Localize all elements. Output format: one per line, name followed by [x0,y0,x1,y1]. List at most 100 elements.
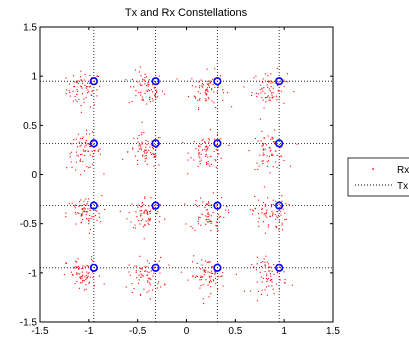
rx-point [144,83,146,85]
rx-point [207,284,209,286]
rx-point [83,98,85,100]
rx-point [202,138,204,140]
rx-point [276,154,278,156]
rx-point [76,100,78,103]
rx-point [215,166,217,168]
rx-point [203,269,206,271]
rx-point [256,256,258,258]
rx-point [80,137,82,139]
rx-point [80,86,83,88]
rx-point [82,136,84,138]
rx-point [261,212,263,214]
rx-point [201,276,203,278]
rx-point [156,91,158,93]
rx-point [266,294,268,296]
rx-point [153,272,155,274]
x-tick-label: 0.5 [228,326,242,337]
rx-point [164,218,166,220]
rx-point [256,162,258,164]
rx-point [275,161,277,163]
rx-point [69,83,71,85]
rx-point [270,275,272,277]
rx-point [141,84,143,86]
rx-point [72,100,75,102]
x-tick-label: -1 [84,326,93,337]
rx-point [257,93,259,95]
rx-point [69,95,71,97]
rx-point [210,281,212,283]
rx-point [254,195,256,198]
rx-point [217,218,219,220]
rx-point [266,216,268,218]
rx-point [89,82,91,84]
rx-point [264,261,266,263]
rx-point [96,210,98,212]
rx-point [88,198,90,200]
rx-point [98,216,101,218]
rx-point [215,225,217,227]
rx-point [122,158,124,160]
rx-point [195,275,197,277]
rx-point [263,87,265,89]
axis-ticks: -1.5 -1 -0.5 0 0.5 1 1.5 -1.5 -1 -0.5 0 0.5 1 1.5 [20,23,341,338]
rx-point [276,204,278,206]
rx-point [145,139,147,142]
rx-point [153,156,155,158]
rx-point [264,148,266,150]
rx-point [140,267,142,269]
rx-point [266,279,268,281]
rx-point [218,221,221,223]
rx-point [269,273,271,275]
rx-point [287,81,289,83]
rx-point [149,282,151,284]
rx-point [89,106,91,108]
rx-point [85,211,87,213]
rx-point [134,224,136,226]
rx-point [206,83,208,85]
rx-point [195,148,197,150]
rx-point [204,206,206,208]
rx-point [195,200,197,202]
rx-point [273,141,275,143]
rx-point [90,258,93,261]
rx-point [81,213,83,215]
rx-point [198,153,200,155]
rx-point [198,155,200,157]
rx-point [262,162,264,165]
rx-point [271,204,273,206]
rx-point [269,280,272,282]
rx-point [208,221,210,223]
rx-point [222,285,224,287]
rx-point [271,285,273,287]
rx-point [262,148,264,150]
rx-point [198,108,200,111]
rx-point [275,150,277,152]
rx-point [158,281,160,283]
rx-point [204,271,206,273]
rx-point [258,165,260,167]
rx-point [273,273,275,275]
rx-point [266,261,268,263]
rx-point [86,166,88,168]
rx-point [267,95,269,97]
rx-point [272,212,274,214]
rx-point [156,263,158,265]
rx-point [146,212,148,215]
rx-point [156,146,158,149]
rx-point [190,225,192,228]
rx-point [283,102,285,104]
rx-point [146,271,148,273]
rx-point [149,220,151,222]
rx-point [280,155,282,157]
rx-point [83,280,85,282]
rx-point [76,81,78,83]
rx-point [264,205,266,207]
rx-point [259,154,261,156]
rx-point [85,150,87,152]
rx-point [257,290,259,292]
rx-point [83,200,85,202]
rx-point [148,278,150,280]
rx-point [88,219,90,221]
rx-point [89,228,91,231]
rx-point [149,152,152,154]
